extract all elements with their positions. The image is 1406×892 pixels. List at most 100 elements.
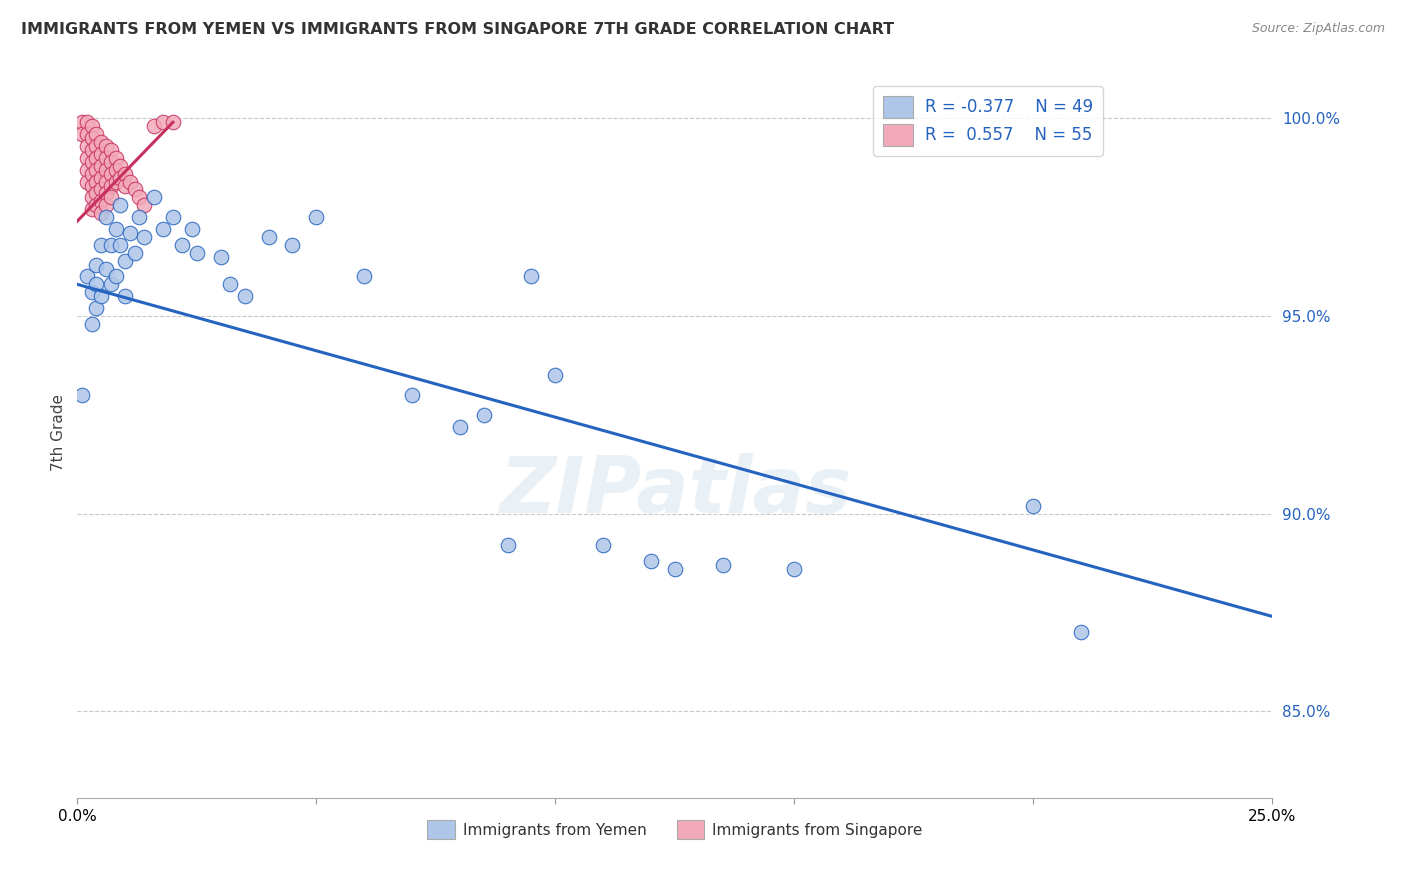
Point	[80, 131, 103, 145]
Point	[100, 154, 122, 169]
Point	[100, 190, 122, 204]
Point	[233, 289, 256, 303]
Point	[257, 230, 280, 244]
Point	[128, 210, 150, 224]
Point	[76, 115, 98, 129]
Point	[86, 175, 108, 189]
Point	[1070, 625, 1092, 640]
Point	[104, 269, 127, 284]
Point	[76, 175, 98, 189]
Point	[94, 139, 117, 153]
Text: ZIPatlas: ZIPatlas	[499, 453, 851, 529]
Point	[104, 162, 127, 177]
Point	[86, 277, 108, 292]
Point	[94, 162, 117, 177]
Point	[100, 237, 122, 252]
Point	[94, 186, 117, 201]
Point	[664, 562, 686, 576]
Text: Source: ZipAtlas.com: Source: ZipAtlas.com	[1251, 22, 1385, 36]
Point	[104, 151, 127, 165]
Point	[86, 258, 108, 272]
Point	[104, 175, 127, 189]
Point	[110, 170, 132, 185]
Point	[94, 210, 117, 224]
Point	[80, 178, 103, 193]
Point	[783, 562, 806, 576]
Point	[449, 419, 471, 434]
Point	[134, 230, 156, 244]
Point	[592, 538, 614, 552]
Point	[401, 388, 423, 402]
Point	[86, 301, 108, 315]
Point	[90, 206, 112, 220]
Point	[76, 139, 98, 153]
Point	[640, 554, 662, 568]
Point	[80, 154, 103, 169]
Point	[86, 162, 108, 177]
Point	[353, 269, 375, 284]
Point	[90, 170, 112, 185]
Point	[90, 135, 112, 149]
Text: IMMIGRANTS FROM YEMEN VS IMMIGRANTS FROM SINGAPORE 7TH GRADE CORRELATION CHART: IMMIGRANTS FROM YEMEN VS IMMIGRANTS FROM…	[21, 22, 894, 37]
Point	[70, 388, 93, 402]
Point	[209, 250, 232, 264]
Point	[80, 119, 103, 133]
Point	[305, 210, 328, 224]
Point	[152, 115, 174, 129]
Point	[94, 261, 117, 276]
Point	[80, 167, 103, 181]
Point	[114, 253, 136, 268]
Point	[110, 159, 132, 173]
Point	[94, 175, 117, 189]
Point	[76, 162, 98, 177]
Point	[142, 190, 165, 204]
Point	[114, 167, 136, 181]
Point	[76, 269, 98, 284]
Point	[70, 115, 93, 129]
Point	[114, 289, 136, 303]
Point	[124, 182, 146, 196]
Point	[76, 127, 98, 141]
Point	[100, 143, 122, 157]
Point	[219, 277, 242, 292]
Point	[90, 147, 112, 161]
Point	[472, 408, 495, 422]
Point	[520, 269, 543, 284]
Point	[281, 237, 304, 252]
Point	[100, 277, 122, 292]
Point	[80, 202, 103, 217]
Point	[496, 538, 519, 552]
Point	[181, 222, 204, 236]
Point	[80, 317, 103, 331]
Point	[118, 226, 141, 240]
Point	[80, 190, 103, 204]
Point	[76, 151, 98, 165]
Point	[86, 186, 108, 201]
Point	[544, 368, 567, 383]
Point	[94, 151, 117, 165]
Point	[114, 178, 136, 193]
Point	[110, 198, 132, 212]
Point	[162, 115, 184, 129]
Point	[124, 245, 146, 260]
Y-axis label: 7th Grade: 7th Grade	[51, 394, 66, 471]
Point	[142, 119, 165, 133]
Point	[110, 237, 132, 252]
Point	[100, 167, 122, 181]
Point	[162, 210, 184, 224]
Point	[172, 237, 194, 252]
Point	[134, 198, 156, 212]
Point	[100, 178, 122, 193]
Point	[90, 182, 112, 196]
Point	[90, 237, 112, 252]
Point	[128, 190, 150, 204]
Point	[80, 285, 103, 300]
Point	[104, 222, 127, 236]
Point	[118, 175, 141, 189]
Point	[86, 151, 108, 165]
Legend: Immigrants from Yemen, Immigrants from Singapore: Immigrants from Yemen, Immigrants from S…	[422, 814, 928, 846]
Point	[86, 198, 108, 212]
Point	[94, 198, 117, 212]
Point	[711, 558, 734, 572]
Point	[90, 159, 112, 173]
